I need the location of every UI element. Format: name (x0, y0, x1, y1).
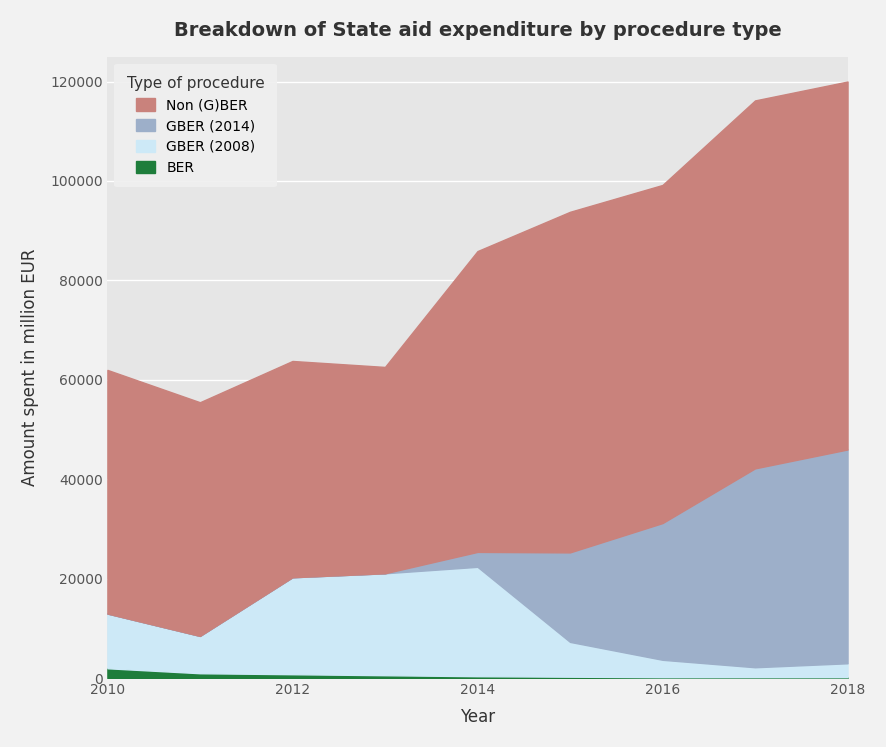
X-axis label: Year: Year (460, 708, 495, 726)
Y-axis label: Amount spent in million EUR: Amount spent in million EUR (21, 249, 39, 486)
Legend: Non (G)BER, GBER (2014), GBER (2008), BER: Non (G)BER, GBER (2014), GBER (2008), BE… (114, 63, 277, 187)
Title: Breakdown of State aid expenditure by procedure type: Breakdown of State aid expenditure by pr… (174, 21, 781, 40)
